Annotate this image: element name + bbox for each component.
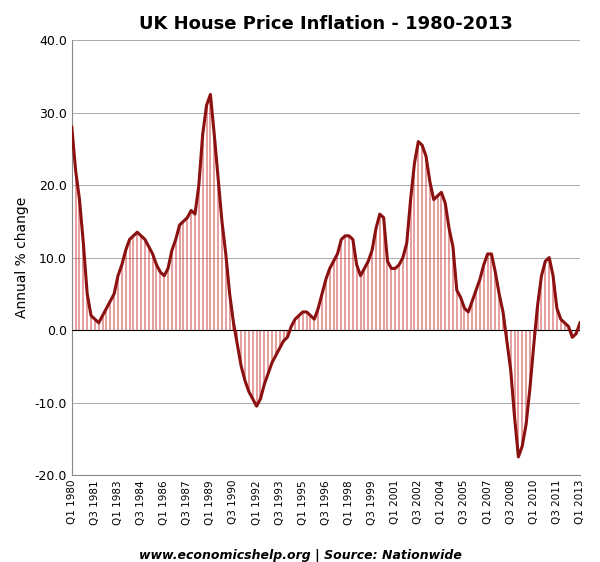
Title: UK House Price Inflation - 1980-2013: UK House Price Inflation - 1980-2013 xyxy=(139,15,513,33)
Text: www.economicshelp.org | Source: Nationwide: www.economicshelp.org | Source: Nationwi… xyxy=(139,549,461,562)
Y-axis label: Annual % change: Annual % change xyxy=(15,197,29,318)
